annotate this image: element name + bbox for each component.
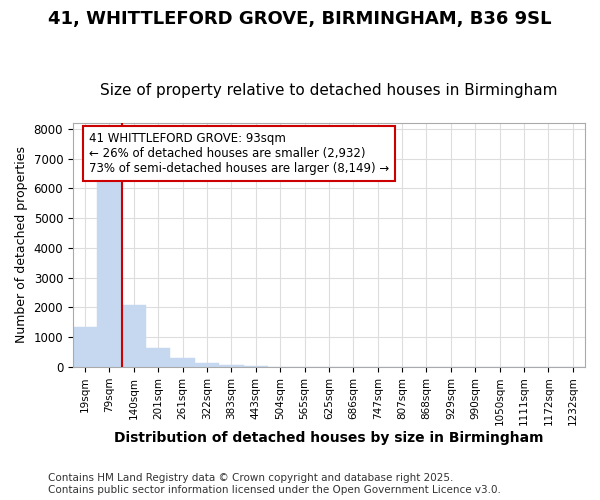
- X-axis label: Distribution of detached houses by size in Birmingham: Distribution of detached houses by size …: [114, 431, 544, 445]
- Y-axis label: Number of detached properties: Number of detached properties: [15, 146, 28, 344]
- Bar: [170, 358, 195, 367]
- Bar: [122, 304, 146, 367]
- Bar: [73, 327, 97, 367]
- Title: Size of property relative to detached houses in Birmingham: Size of property relative to detached ho…: [100, 83, 558, 98]
- Bar: [146, 348, 170, 367]
- Bar: [195, 362, 219, 367]
- Bar: [219, 365, 244, 367]
- Bar: [244, 366, 268, 367]
- Text: 41, WHITTLEFORD GROVE, BIRMINGHAM, B36 9SL: 41, WHITTLEFORD GROVE, BIRMINGHAM, B36 9…: [48, 10, 552, 28]
- Text: 41 WHITTLEFORD GROVE: 93sqm
← 26% of detached houses are smaller (2,932)
73% of : 41 WHITTLEFORD GROVE: 93sqm ← 26% of det…: [89, 132, 389, 174]
- Bar: [97, 169, 122, 367]
- Text: Contains HM Land Registry data © Crown copyright and database right 2025.
Contai: Contains HM Land Registry data © Crown c…: [48, 474, 501, 495]
